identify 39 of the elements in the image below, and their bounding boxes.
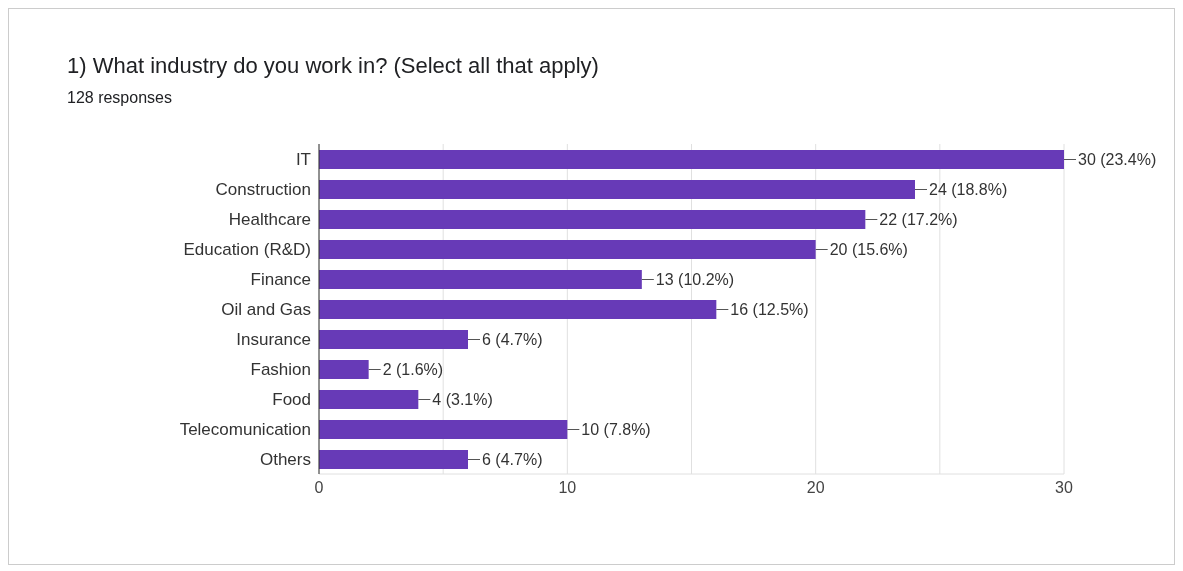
y-tick-label: Telecomunication (179, 420, 311, 440)
y-tick-label: Food (272, 390, 311, 410)
x-tick-label: 0 (314, 479, 324, 497)
bar (319, 210, 866, 229)
bar (319, 240, 816, 259)
bar (319, 330, 468, 349)
bar (319, 300, 717, 319)
x-tick-label: 30 (1055, 479, 1073, 497)
y-tick-label: Healthcare (228, 210, 311, 230)
chart-title: 1) What industry do you work in? (Select all that apply) (67, 53, 599, 79)
y-tick-label: Finance (250, 270, 311, 290)
bar (319, 150, 1064, 169)
data-label: 2 (1.6%) (382, 361, 444, 379)
y-tick-label: Oil and Gas (221, 300, 311, 320)
bar (319, 390, 419, 409)
bar (319, 180, 915, 199)
text: 128 responses (67, 89, 172, 107)
bar (319, 450, 468, 469)
y-tick-label: Insurance (236, 330, 311, 350)
data-label: 24 (18.8%) (929, 181, 1008, 199)
y-tick-label: Education (R&D) (183, 240, 311, 260)
data-label: 13 (10.2%) (655, 271, 735, 289)
bar (319, 270, 642, 289)
bar (319, 420, 568, 439)
y-tick-label: Fashion (250, 360, 311, 380)
x-tick-label: 10 (558, 479, 577, 497)
data-label: 16 (12.5%) (730, 301, 809, 319)
y-tick-label: Construction (215, 180, 311, 200)
data-label: 22 (17.2%) (879, 211, 958, 229)
y-tick-label: IT (295, 150, 311, 170)
data-label: 6 (4.7%) (482, 451, 543, 469)
y-tick-label: Others (259, 450, 311, 470)
data-label: 4 (3.1%) (432, 391, 493, 409)
x-tick-label: 20 (806, 479, 825, 497)
data-label: 6 (4.7%) (482, 331, 543, 349)
data-label: 10 (7.8%) (581, 421, 651, 439)
data-label: 30 (23.4%) (1078, 151, 1157, 169)
data-label: 20 (15.6%) (829, 241, 908, 259)
bar (319, 360, 369, 379)
